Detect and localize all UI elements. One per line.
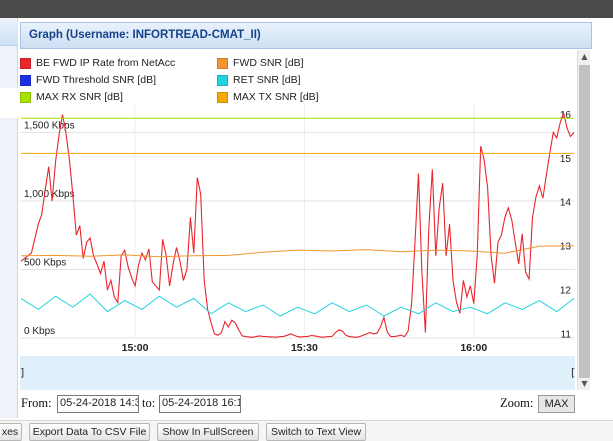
legend-swatch (217, 57, 228, 69)
graph-panel-header: Graph (Username: INFORTREAD-CMAT_II) (20, 22, 592, 49)
legend-swatch (20, 57, 31, 69)
series-line (20, 245, 575, 258)
date-range-row: From: 05-24-2018 14:3 to: 05-24-2018 16:… (20, 393, 580, 415)
line-chart[interactable]: 1,500 Kbps 1,000 Kbps 500 Kbps 0 Kbps 16 15 14… (20, 105, 575, 390)
y-right-tick-label: 14 (560, 198, 572, 209)
scroll-down-arrow-icon[interactable]: ▼ (581, 379, 588, 388)
navigator-right-handle[interactable]: [ (571, 366, 576, 379)
y-right-tick-label: 15 (560, 154, 572, 165)
action-button-row: xes Export Data To CSV File Show In Full… (0, 420, 613, 441)
legend-swatch (217, 74, 228, 86)
y-left-tick-label: 1,500 Kbps (24, 120, 75, 131)
right-side-panel (588, 18, 613, 441)
chart-legend: BE FWD IP Rate from NetAcc FWD SNR [dB] … (20, 56, 350, 106)
x-tick-label: 16:00 (460, 342, 487, 354)
top-bar (0, 0, 613, 18)
legend-swatch (20, 91, 31, 103)
export-csv-button[interactable]: Export Data To CSV File (29, 423, 150, 441)
to-label: to: (142, 396, 156, 410)
y-left-tick-label: 500 Kbps (24, 257, 66, 268)
legend-label: BE FWD IP Rate from NetAcc (36, 57, 176, 69)
zoom-max-button[interactable]: MAX (538, 395, 575, 413)
legend-item[interactable]: BE FWD IP Rate from NetAcc (20, 56, 175, 70)
x-tick-label: 15:00 (122, 342, 149, 354)
legend-label: RET SNR [dB] (233, 74, 301, 86)
series-line (20, 111, 575, 338)
y-right-tick-label: 16 (560, 110, 572, 121)
legend-label: FWD Threshold SNR [dB] (36, 74, 157, 86)
scroll-thumb[interactable] (579, 65, 590, 378)
chart-scrollbar[interactable]: ▲ ▼ (577, 50, 590, 390)
legend-item[interactable]: MAX RX SNR [dB] (20, 90, 123, 104)
zoom-label: Zoom: (500, 396, 534, 410)
left-side-panel (0, 18, 18, 418)
legend-item[interactable]: MAX TX SNR [dB] (217, 90, 319, 104)
from-label: From: (21, 396, 52, 410)
to-date-input[interactable]: 05-24-2018 16:1 (159, 395, 241, 413)
y-right-tick-label: 12 (560, 286, 572, 297)
legend-label: MAX RX SNR [dB] (36, 91, 123, 103)
x-tick-label: 15:30 (291, 342, 318, 354)
legend-item[interactable]: RET SNR [dB] (217, 73, 301, 87)
y-right-tick-label: 11 (561, 330, 572, 341)
from-date-input[interactable]: 05-24-2018 14:3 (57, 395, 139, 413)
legend-swatch (20, 74, 31, 86)
left-panel-item[interactable] (0, 88, 18, 118)
text-view-button[interactable]: Switch to Text View (266, 423, 366, 441)
left-panel-header (0, 22, 18, 46)
graph-panel-title: Graph (Username: INFORTREAD-CMAT_II) (29, 29, 261, 41)
y-right-tick-label: 13 (560, 242, 572, 253)
navigator-band[interactable] (20, 356, 575, 390)
fullscreen-button[interactable]: Show In FullScreen (157, 423, 259, 441)
legend-item[interactable]: FWD SNR [dB] (217, 56, 304, 70)
navigator-left-handle[interactable]: ] (20, 366, 25, 379)
legend-label: MAX TX SNR [dB] (233, 91, 319, 103)
y-left-tick-label: 0 Kbps (24, 326, 55, 337)
legend-label: FWD SNR [dB] (233, 57, 304, 69)
series-line (20, 293, 575, 317)
chart-area (20, 50, 577, 390)
axes-button[interactable]: xes (0, 423, 22, 441)
legend-item[interactable]: FWD Threshold SNR [dB] (20, 73, 156, 87)
legend-swatch (217, 91, 228, 103)
scroll-up-arrow-icon[interactable]: ▲ (581, 52, 588, 61)
y-left-tick-label: 1,000 Kbps (24, 189, 75, 200)
